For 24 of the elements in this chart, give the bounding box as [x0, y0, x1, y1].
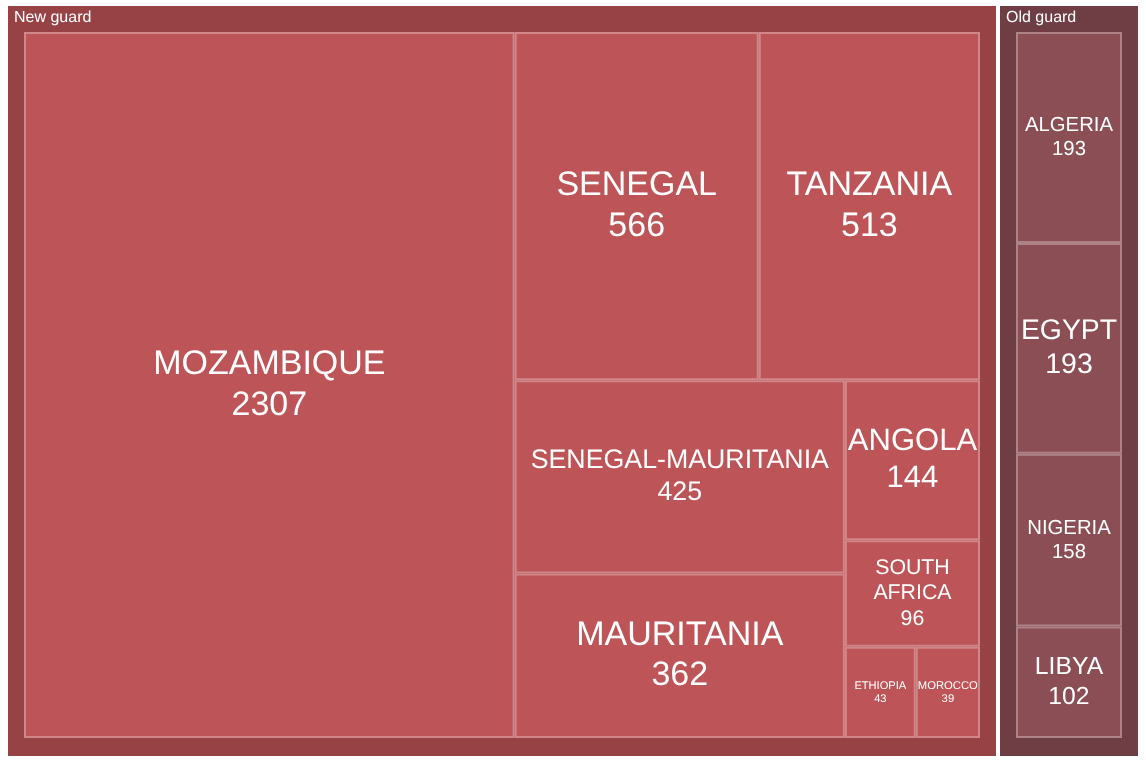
data-label: 566 — [608, 205, 666, 244]
data-label: 362 — [651, 655, 709, 694]
category-label: ALGERIA — [1025, 114, 1114, 137]
category-label: SENEGAL — [556, 165, 718, 204]
category-label: NIGERIA — [1027, 517, 1112, 540]
category-label: LIBYA — [1034, 652, 1105, 681]
category-label: ANGOLA — [847, 424, 979, 459]
data-label: 96 — [900, 607, 925, 632]
category-label: EGYPT — [1020, 315, 1118, 348]
category-label: MAURITANIA — [576, 614, 785, 653]
data-label: 513 — [841, 205, 898, 244]
data-label: 144 — [886, 461, 940, 496]
data-label: 2307 — [231, 384, 308, 423]
data-label: 425 — [657, 476, 703, 507]
category-label: SENEGAL-MAURITANIA — [530, 444, 830, 475]
category-label: MOZAMBIQUE — [153, 343, 386, 382]
data-label: 193 — [1052, 139, 1087, 162]
text: Old guard — [1006, 8, 1077, 27]
text: New guard — [14, 8, 92, 27]
category-label: SOUTH AFRICA — [873, 555, 954, 606]
category-label: TANZANIA — [786, 165, 954, 204]
data-label: 158 — [1052, 541, 1087, 564]
data-label: 193 — [1045, 349, 1093, 382]
data-label: 102 — [1048, 681, 1090, 710]
